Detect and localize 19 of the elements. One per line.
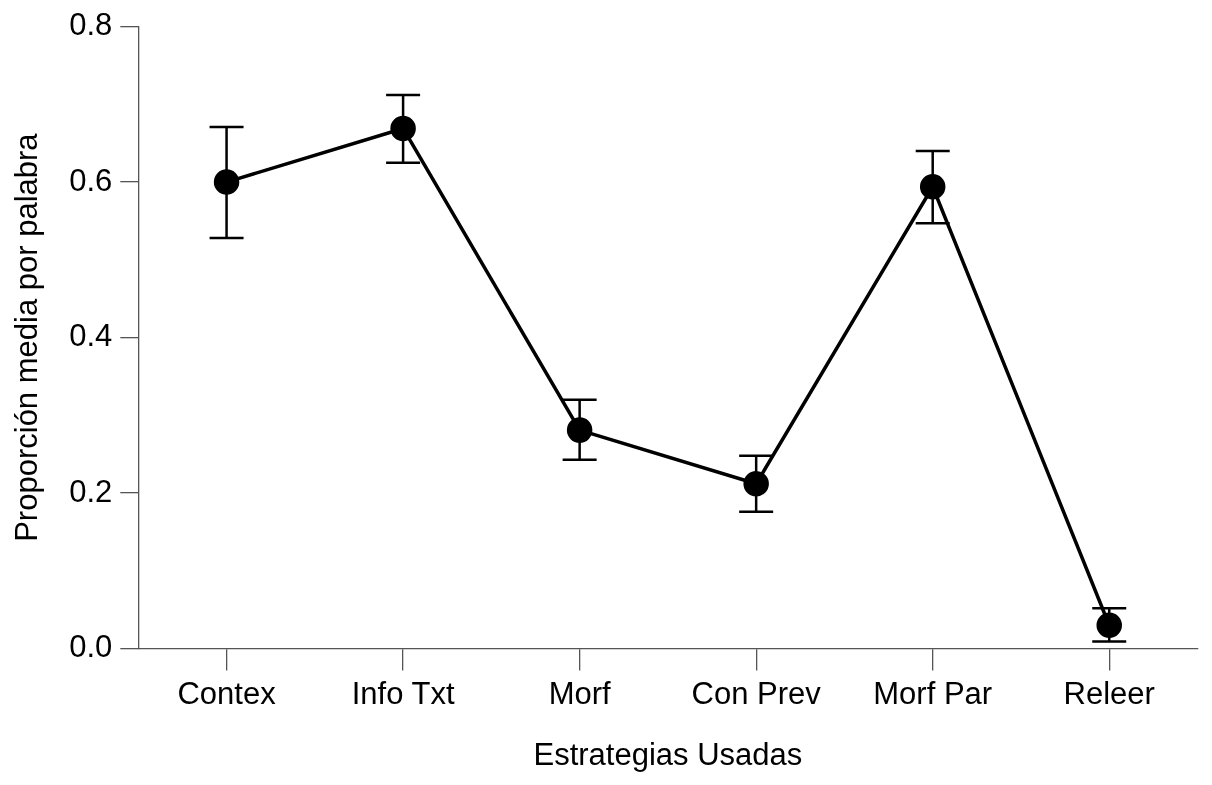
point [213, 169, 240, 195]
x-tick-label: Releer [1063, 675, 1155, 711]
x-tick-label: Info Txt [351, 675, 455, 711]
y-tick-label: 0.4 [69, 318, 113, 354]
point [1096, 612, 1122, 639]
y-tick-label: 0.8 [69, 7, 113, 43]
x-tick-label: Morf Par [873, 675, 993, 711]
x-tick-label: Con Prev [691, 675, 822, 711]
point [919, 174, 946, 200]
y-tick-label: 0.2 [69, 473, 113, 509]
x-tick-label: Morf [548, 675, 612, 711]
point [566, 417, 593, 443]
y-axis-title: Proporción media por palabra [9, 132, 45, 542]
point [743, 471, 769, 497]
y-tick-label: 0.6 [69, 162, 113, 198]
x-tick-label: Contex [177, 675, 277, 711]
point [390, 115, 416, 142]
x-axis-title: Estrategias Usadas [533, 736, 803, 772]
y-tick-label: 0.0 [69, 629, 113, 665]
